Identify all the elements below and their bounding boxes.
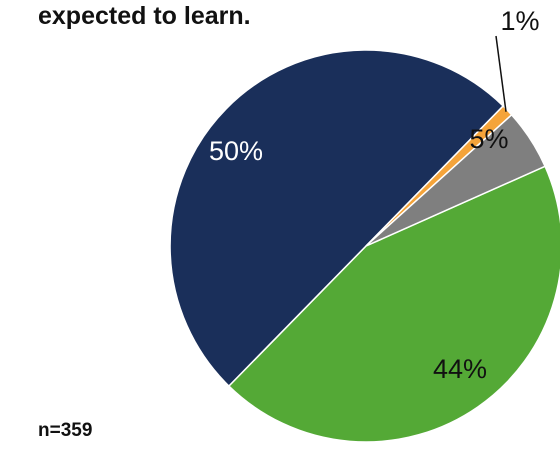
- pie-slice-44pct: [227, 165, 560, 443]
- chart-title: expected to learn.: [38, 2, 251, 30]
- data-label-1pct: 1%: [500, 6, 539, 36]
- data-label-5pct: 5%: [469, 124, 508, 154]
- leader-line-1pct: [495, 35, 507, 112]
- sample-size-note: n=359: [38, 420, 93, 441]
- pie-slice-5pct: [365, 113, 547, 247]
- data-label-44pct: 44%: [433, 354, 487, 384]
- pie-slice-50pct: [169, 49, 505, 388]
- data-label-50pct: 50%: [209, 136, 263, 166]
